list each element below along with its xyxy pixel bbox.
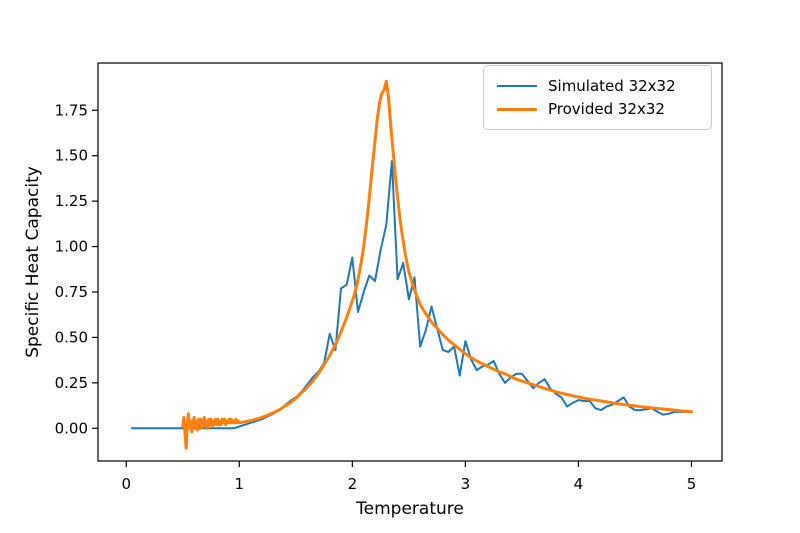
y-tick-label: 0.00 [55,419,88,437]
plot-border [97,62,723,462]
y-tick-label: 1.25 [55,192,88,210]
legend-entry-label: Simulated 32x32 [548,76,676,95]
series-line-simulated-32x32 [130,160,693,430]
y-axis-label: Specific Heat Capacity [23,166,43,358]
legend-entry: Provided 32x32 [497,101,711,118]
y-tick-label: 0.75 [55,283,88,301]
x-axis-label: Temperature [356,499,464,519]
y-tick-label: 0.25 [55,374,88,392]
x-tick-label: 4 [574,475,584,493]
x-tick-label: 3 [461,475,471,493]
y-tick-label: 1.75 [55,101,88,119]
legend-line-swatch [497,107,537,111]
y-tick-label: 1.00 [55,238,88,256]
x-tick-label: 0 [121,475,131,493]
legend-entry: Simulated 32x32 [497,76,711,95]
legend-line-swatch [497,84,537,87]
x-tick-label: 2 [348,475,358,493]
series-line-provided-32x32 [181,79,693,450]
legend: Simulated 32x32 Provided 32x32 [483,65,712,130]
x-tick-label: 5 [687,475,697,493]
y-tick-label: 0.50 [55,328,88,346]
legend-entry-label: Provided 32x32 [548,100,665,118]
y-tick-label: 1.50 [55,147,88,165]
x-tick-label: 1 [235,475,245,493]
